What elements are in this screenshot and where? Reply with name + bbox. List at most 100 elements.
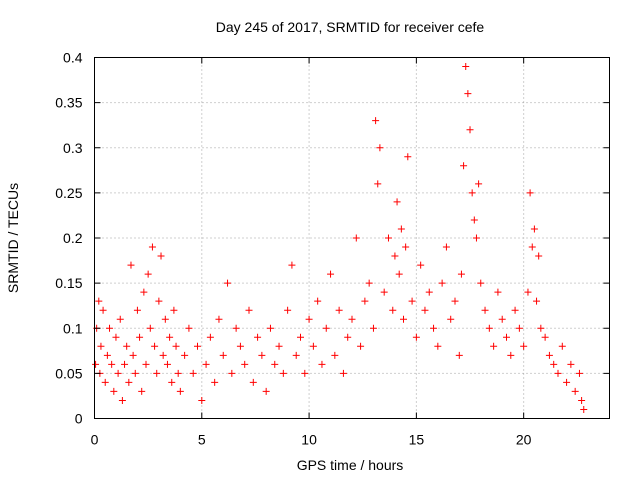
data-point xyxy=(520,342,528,350)
data-point xyxy=(103,351,111,359)
data-points xyxy=(92,63,588,413)
data-point xyxy=(322,324,330,332)
data-point xyxy=(434,342,442,350)
data-point xyxy=(301,369,309,377)
data-point xyxy=(417,261,425,269)
data-point xyxy=(245,306,253,314)
data-point xyxy=(116,315,124,323)
y-tick-label: 0.25 xyxy=(55,185,82,201)
data-point xyxy=(151,342,159,350)
data-point xyxy=(503,333,510,341)
data-point xyxy=(92,360,100,368)
data-point xyxy=(309,342,317,350)
data-point xyxy=(125,378,133,386)
data-point xyxy=(515,324,523,332)
data-point xyxy=(249,378,257,386)
data-point xyxy=(271,360,279,368)
data-point xyxy=(357,342,365,350)
data-point xyxy=(344,333,352,341)
data-point xyxy=(206,333,214,341)
data-point xyxy=(202,360,210,368)
data-point xyxy=(550,360,558,368)
data-point xyxy=(511,306,519,314)
data-point xyxy=(266,324,274,332)
data-point xyxy=(485,324,493,332)
data-point xyxy=(163,360,171,368)
data-point xyxy=(575,369,583,377)
data-point xyxy=(241,360,249,368)
data-point xyxy=(472,234,480,242)
data-point xyxy=(127,261,135,269)
data-point xyxy=(106,324,114,332)
data-point xyxy=(466,126,474,134)
data-point xyxy=(481,306,489,314)
data-point xyxy=(395,270,403,278)
data-point xyxy=(131,369,139,377)
y-tick-label: 0 xyxy=(75,411,83,427)
data-point xyxy=(166,333,174,341)
data-point xyxy=(369,324,377,332)
data-point xyxy=(372,117,380,125)
data-point xyxy=(112,333,120,341)
data-point xyxy=(327,270,335,278)
y-tick-label: 0.4 xyxy=(63,50,83,66)
data-point xyxy=(284,306,292,314)
data-point xyxy=(464,90,472,98)
data-point xyxy=(194,342,201,350)
data-point xyxy=(331,351,339,359)
y-tick-label: 0.35 xyxy=(55,95,82,111)
data-point xyxy=(110,387,118,395)
y-axis-label: SRMTID / TECUs xyxy=(5,183,21,293)
data-point xyxy=(99,306,107,314)
data-point xyxy=(219,351,227,359)
data-point xyxy=(494,288,502,296)
data-point xyxy=(339,369,347,377)
y-tick-label: 0.15 xyxy=(55,275,82,291)
data-point xyxy=(460,162,468,170)
data-point xyxy=(470,216,478,224)
data-point xyxy=(181,351,189,359)
data-point xyxy=(412,333,420,341)
data-point xyxy=(118,396,126,404)
data-point xyxy=(376,144,384,152)
data-point xyxy=(490,342,498,350)
data-point xyxy=(95,297,103,305)
x-tick-label: 15 xyxy=(409,432,425,448)
data-point xyxy=(421,306,429,314)
data-point xyxy=(297,333,304,341)
data-point xyxy=(408,297,416,305)
data-point xyxy=(498,315,506,323)
data-point xyxy=(365,279,373,287)
data-point xyxy=(138,387,146,395)
data-point xyxy=(457,270,465,278)
data-point xyxy=(305,315,313,323)
data-point xyxy=(442,243,450,251)
x-tick-label: 20 xyxy=(516,432,532,448)
data-point xyxy=(172,342,180,350)
data-point xyxy=(558,342,566,350)
data-point xyxy=(451,297,459,305)
y-tick-label: 0.05 xyxy=(55,365,82,381)
data-point xyxy=(524,288,532,296)
data-point xyxy=(507,351,515,359)
data-point xyxy=(384,234,392,242)
data-point xyxy=(374,180,382,188)
data-point xyxy=(447,315,455,323)
data-point xyxy=(211,378,219,386)
y-tick-label: 0.2 xyxy=(63,230,83,246)
data-point xyxy=(563,378,571,386)
data-point xyxy=(254,333,262,341)
data-point xyxy=(462,63,470,71)
data-point xyxy=(174,369,182,377)
data-point xyxy=(288,261,296,269)
ticks xyxy=(94,57,610,419)
data-point xyxy=(228,369,236,377)
data-point xyxy=(136,333,144,341)
data-point xyxy=(475,180,483,188)
data-point xyxy=(153,369,161,377)
data-point xyxy=(121,360,129,368)
data-point xyxy=(477,279,485,287)
data-point xyxy=(535,252,543,260)
data-point xyxy=(176,387,184,395)
